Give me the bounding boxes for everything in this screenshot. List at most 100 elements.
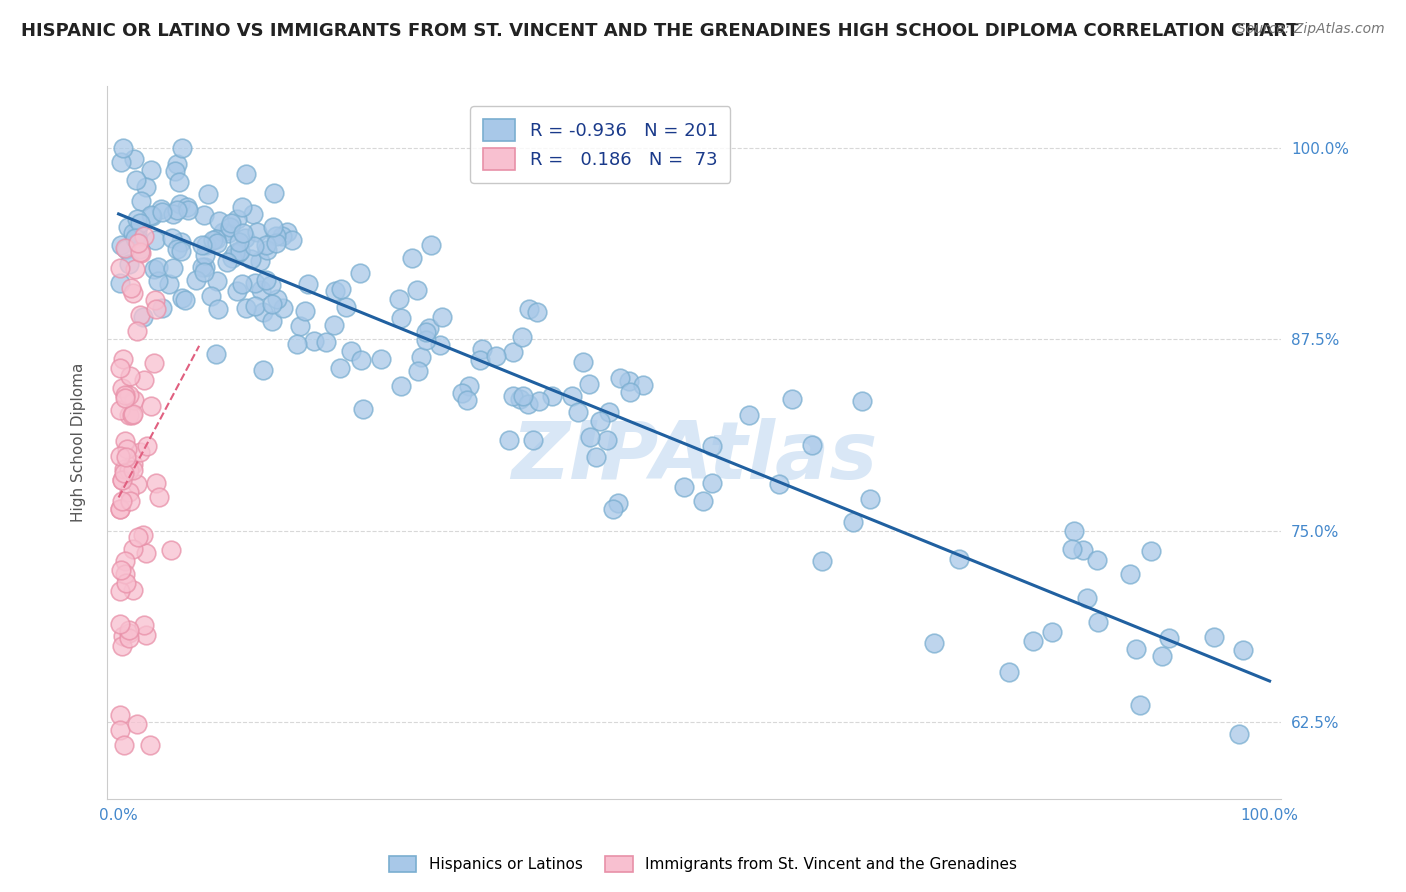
Point [108,723,131,737]
Point [202,233,225,247]
Point [139,208,162,222]
Point [114,240,136,254]
Point [117,462,139,476]
Point [112,466,135,480]
Point [922,636,945,650]
Point [1232,642,1254,657]
Point [149,202,172,216]
Point [451,385,474,400]
Point [271,301,294,315]
Point [120,369,142,384]
Point [619,384,641,399]
Point [112,141,135,155]
Point [631,378,654,392]
Point [1129,698,1152,712]
Point [139,400,162,414]
Point [256,244,278,258]
Point [415,333,437,347]
Point [252,305,274,319]
Point [429,338,451,352]
Point [405,283,427,297]
Point [132,228,155,243]
Point [997,665,1019,679]
Point [1150,649,1173,664]
Text: ZIPAtlas: ZIPAtlas [510,417,877,496]
Point [281,233,304,247]
Point [256,273,278,287]
Point [132,310,155,324]
Point [561,389,583,403]
Point [589,414,612,428]
Point [810,554,832,568]
Point [135,628,157,642]
Point [1040,625,1063,640]
Point [567,405,589,419]
Point [228,235,250,249]
Point [246,225,269,239]
Point [162,260,184,275]
Point [121,408,143,422]
Point [122,152,145,166]
Point [118,257,141,271]
Point [108,501,131,516]
Point [122,285,145,300]
Point [841,515,863,529]
Point [350,352,373,367]
Point [114,554,136,568]
Point [194,248,217,262]
Point [159,543,181,558]
Point [323,318,346,332]
Point [609,371,631,385]
Point [801,438,824,452]
Point [138,738,160,752]
Point [297,277,319,292]
Point [389,310,412,325]
Point [108,277,131,291]
Point [349,266,371,280]
Point [118,408,141,422]
Point [1227,727,1250,741]
Point [329,361,352,376]
Point [141,163,163,178]
Point [148,490,170,504]
Point [165,164,187,178]
Point [111,473,134,487]
Point [121,541,143,556]
Point [125,212,148,227]
Point [111,493,134,508]
Point [110,563,132,577]
Point [579,430,602,444]
Point [215,254,238,268]
Point [125,173,148,187]
Point [200,289,222,303]
Point [859,492,882,507]
Point [197,186,219,201]
Point [509,392,531,406]
Point [1063,524,1085,539]
Point [264,228,287,243]
Point [700,438,723,452]
Point [738,409,761,423]
Point [768,477,790,491]
Point [111,351,134,366]
Point [127,717,149,731]
Point [219,216,242,230]
Point [468,353,491,368]
Point [254,238,277,252]
Point [142,356,165,370]
Point [194,260,217,274]
Point [263,186,285,201]
Point [229,244,252,258]
Point [294,303,316,318]
Point [108,502,131,516]
Point [302,334,325,348]
Point [170,244,193,258]
Point [125,324,148,338]
Point [132,618,155,632]
Point [401,251,423,265]
Point [1060,541,1083,556]
Point [585,450,607,464]
Point [110,238,132,252]
Point [124,261,146,276]
Point [110,474,132,488]
